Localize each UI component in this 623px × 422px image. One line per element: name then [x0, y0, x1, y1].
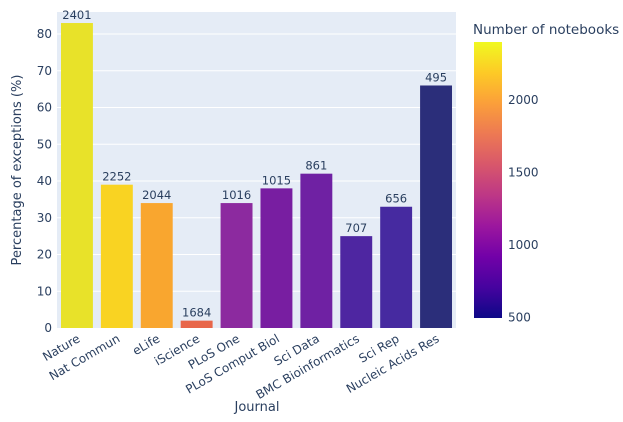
bar-label: 707	[345, 221, 367, 235]
bar	[380, 206, 413, 328]
y-tick-label: 70	[37, 64, 52, 78]
bar-label: 2044	[142, 188, 171, 202]
colorbar	[474, 42, 502, 318]
bar-label: 495	[425, 70, 447, 84]
bar-label: 1016	[222, 188, 251, 202]
bar	[260, 188, 293, 328]
y-tick-label: 60	[37, 101, 52, 115]
bar-label: 2252	[102, 170, 131, 184]
colorbar-title: Number of notebooks	[473, 22, 619, 38]
bar	[140, 203, 173, 328]
y-tick-label: 20	[37, 248, 52, 262]
bar	[60, 23, 93, 329]
colorbar-tick-label: 1500	[508, 165, 539, 179]
y-tick-label: 80	[37, 27, 52, 41]
y-tick-label: 50	[37, 137, 52, 151]
colorbar-tick-labels: 500 1000 1500 2000	[508, 93, 539, 324]
bar	[340, 236, 373, 328]
bars	[60, 23, 453, 329]
y-tick-label: 40	[37, 174, 52, 188]
bar	[420, 85, 453, 328]
bar-value-labels: 2401 2252 2044 1684 1016 1015 861 707 656 495	[62, 8, 447, 320]
y-tick-label: 10	[37, 284, 52, 298]
x-axis-title: Journal	[234, 400, 280, 415]
bar-label: 656	[385, 192, 407, 206]
bar-label: 1684	[182, 306, 211, 320]
bar-label: 861	[305, 159, 327, 173]
bar-label: 2401	[62, 8, 91, 22]
y-tick-label: 30	[37, 211, 52, 225]
bar-label: 1015	[262, 173, 291, 187]
colorbar-tick-label: 2000	[508, 93, 539, 107]
y-axis-title: Percentage of exceptions (%)	[10, 75, 25, 266]
bar	[100, 184, 133, 328]
y-tick-label: 0	[44, 321, 52, 335]
bar	[300, 173, 333, 328]
colorbar-tick-label: 1000	[508, 238, 539, 252]
y-tick-labels: 0 10 20 30 40 50 60 70 80	[37, 27, 52, 335]
bar	[220, 203, 253, 328]
colorbar-tick-label: 500	[508, 310, 531, 324]
bar	[180, 320, 213, 328]
